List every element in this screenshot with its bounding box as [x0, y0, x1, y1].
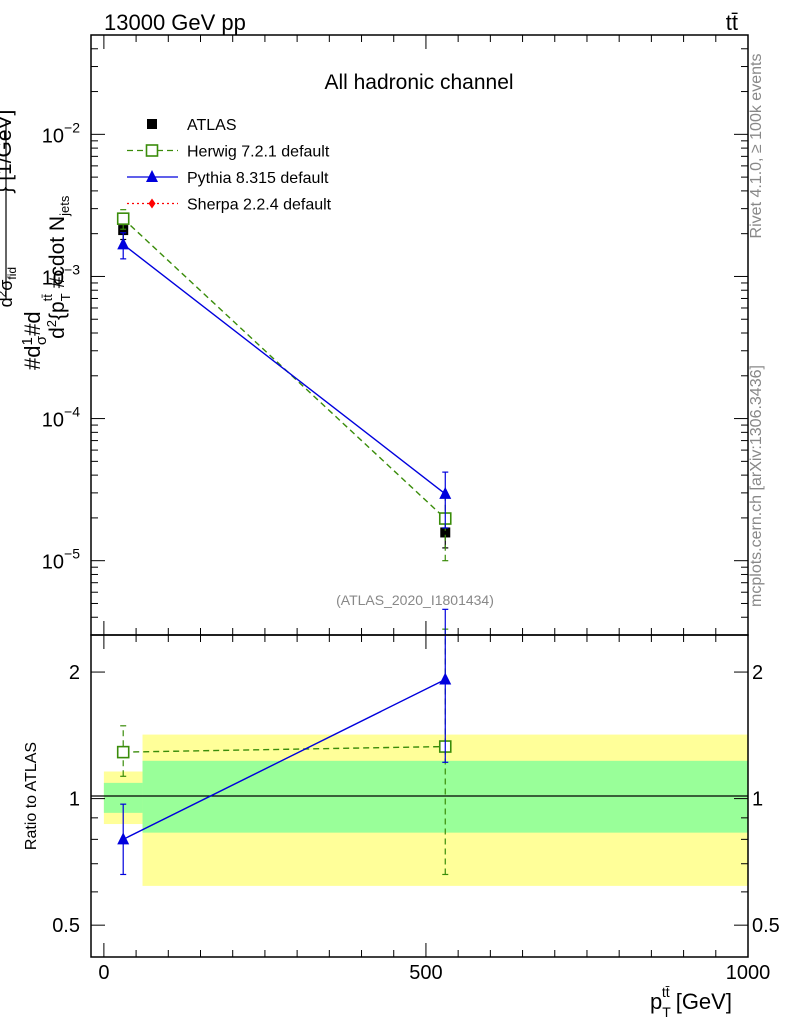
main-y-tick-exponent: −5 [64, 546, 80, 562]
ylabel-frac-den: σ [33, 335, 50, 345]
ratio-pythia-line [122, 678, 446, 840]
ratio-panel: 0.5 0.5 1 1 2 2 0 500 1000 Ratio to ATLAS pTtt̄… [23, 608, 780, 1020]
xlabel-sup: tt̄ [662, 984, 670, 1000]
legend-atlas-marker [147, 119, 157, 129]
main-y-tick-exponent: −4 [64, 404, 80, 420]
legend-atlas-label: ATLAS [187, 117, 237, 134]
xlabel-p: p [650, 989, 662, 1014]
main-y-tick-mantissa: 10 [42, 125, 64, 147]
ratio-x-tick-label: 500 [409, 962, 442, 984]
legend-pythia-marker [146, 170, 158, 182]
ylabel-num-sigma: σ [0, 280, 16, 291]
ylabel-den-d: d [46, 327, 69, 339]
x-axis-label: pTtt̄ [GeV] [650, 984, 732, 1020]
ratio-data-layer [116, 608, 452, 876]
ratio-bands [103, 734, 748, 886]
ratio-x-tick-label: 0 [98, 962, 109, 984]
ratio-y-tick-label-left: 2 [69, 662, 80, 684]
main-ticks [91, 34, 749, 636]
chart-title: All hadronic channel [324, 71, 513, 94]
ylabel-mid: #d [20, 311, 45, 335]
ratio-x-tick-label: 1000 [726, 962, 771, 984]
ylabel-num-sigma-sub: fid [5, 267, 19, 280]
legend: ATLAS Herwig 7.2.1 default Pythia 8.315 de… [127, 117, 332, 214]
analysis-label: (ATLAS_2020_I1801434) [336, 592, 494, 608]
main-atlas-marker [118, 225, 129, 236]
ratio-y-tick-labels: 0.5 0.5 1 1 2 2 [52, 662, 780, 937]
main-y-tick-mantissa: 10 [42, 267, 64, 289]
main-y-tick-label: 10−2 [42, 119, 80, 147]
ylabel-den-p-sub: T [58, 293, 73, 301]
main-atlas-marker [440, 527, 451, 538]
main-pythia-line [122, 243, 446, 495]
ratio-pythia-marker [439, 672, 452, 685]
ylabel-den-body: {p [46, 301, 69, 320]
ratio-y-tick-label-left: 0.5 [52, 915, 80, 937]
ratio-pythia-marker [117, 832, 130, 845]
main-y-axis-label: #d1σ#dd2σfidd2{pTtt̄ #cdot Njets} [1/GeV… [0, 110, 73, 370]
main-herwig-marker [116, 212, 130, 225]
ratio-y-tick-label-left: 1 [69, 789, 80, 811]
main-panel: All hadronic channel (ATLAS_2020_I180143… [42, 34, 749, 636]
ylabel-den-p-sup: tt̄ [40, 294, 55, 302]
ratio-herwig-marker [116, 745, 130, 759]
ylabel-close: } [1/GeV] [0, 110, 16, 194]
ratio-y-axis-label: Ratio to ATLAS [23, 742, 40, 850]
ylabel-lhs: #d [20, 346, 45, 370]
main-y-tick-label: 10−4 [42, 404, 80, 432]
process-label: tt̄ [726, 10, 738, 35]
ylabel-num-sup: 2 [0, 290, 9, 297]
xlabel-sub: T [662, 1004, 671, 1020]
main-y-tick-exponent: −2 [64, 119, 80, 135]
ratio-y-tick-label-right: 2 [752, 662, 763, 684]
mcplots-label: mcplots.cern.ch [arXiv:1306.3436] [748, 365, 765, 607]
ratio-ticks [91, 635, 749, 957]
ylabel-den-rest: #cdot N [46, 216, 69, 294]
legend-sherpa-marker [148, 198, 156, 209]
ratio-x-tick-labels: 0 500 1000 [98, 962, 770, 984]
legend-pythia-label: Pythia 8.315 default [187, 170, 329, 187]
legend-sherpa-label: Sherpa 2.2.4 default [187, 197, 332, 214]
main-y-tick-exponent: −3 [64, 261, 80, 277]
main-y-tick-labels: 10−210−310−410−5 [42, 119, 80, 573]
ylabel-den-n-sub: jets [57, 195, 72, 217]
ratio-y-tick-label-right: 1 [752, 789, 763, 811]
main-y-tick-mantissa: 10 [42, 552, 64, 574]
energy-label: 13000 GeV pp [104, 10, 246, 35]
main-pythia-marker [117, 237, 130, 250]
main-y-tick-mantissa: 10 [42, 410, 64, 432]
rivet-label: Rivet 4.1.0, ≥ 100k events [748, 54, 765, 239]
ylabel-den-sup: 2 [44, 320, 59, 327]
main-pythia-marker [439, 486, 452, 499]
ylabel-frac-num: 1 [19, 337, 36, 345]
main-y-tick-label: 10−3 [42, 261, 80, 289]
ratio-frame [90, 634, 749, 958]
ratio-herwig-line [123, 745, 446, 753]
main-y-axis-label-text: #d1σ#dd2σfidd2{pTtt̄ #cdot Njets} [1/GeV… [0, 110, 73, 370]
main-data-layer [116, 209, 452, 562]
legend-herwig-marker [145, 144, 159, 157]
ylabel-num-d: d [0, 297, 16, 307]
legend-herwig-label: Herwig 7.2.1 default [187, 144, 330, 161]
main-y-tick-label: 10−5 [42, 546, 80, 574]
xlabel-unit: [GeV] [670, 989, 732, 1014]
ratio-y-tick-label-right: 0.5 [752, 915, 780, 937]
